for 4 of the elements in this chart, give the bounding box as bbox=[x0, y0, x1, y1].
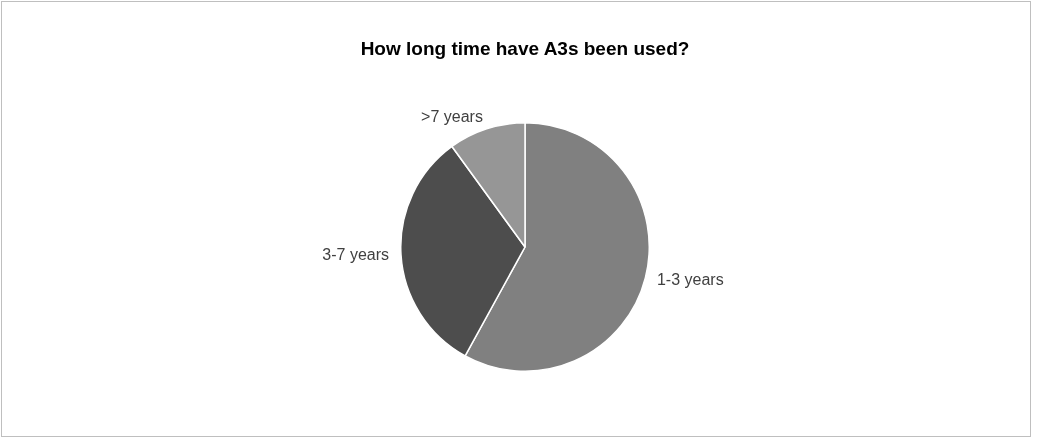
slice-label: >7 years bbox=[421, 107, 483, 125]
slice-label: 3-7 years bbox=[322, 245, 390, 263]
slice-label: 1-3 years bbox=[656, 271, 724, 289]
chart-title: How long time have A3s been used? bbox=[359, 38, 691, 60]
